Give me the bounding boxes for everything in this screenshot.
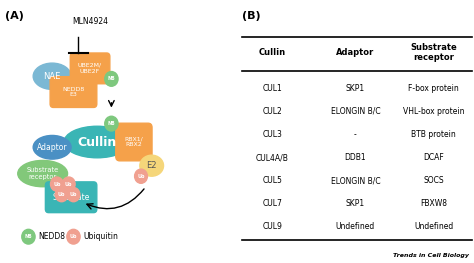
Text: CUL4A/B: CUL4A/B — [256, 153, 289, 162]
Text: CUL2: CUL2 — [263, 107, 283, 116]
Text: N8: N8 — [108, 121, 115, 126]
Text: (B): (B) — [242, 11, 260, 21]
Text: CUL1: CUL1 — [263, 84, 283, 93]
Circle shape — [135, 169, 147, 183]
Ellipse shape — [33, 63, 71, 89]
Text: -: - — [354, 130, 357, 139]
Text: Ub: Ub — [65, 181, 73, 187]
Text: Adaptor: Adaptor — [37, 143, 67, 152]
Text: CUL9: CUL9 — [263, 222, 283, 231]
Text: Substrate: Substrate — [53, 193, 90, 202]
Text: CUL7: CUL7 — [263, 199, 283, 208]
Text: VHL-box protein: VHL-box protein — [403, 107, 465, 116]
Text: ELONGIN B/C: ELONGIN B/C — [331, 107, 380, 116]
Text: N8: N8 — [25, 234, 32, 239]
Ellipse shape — [140, 155, 164, 176]
Ellipse shape — [18, 160, 67, 187]
FancyBboxPatch shape — [50, 77, 97, 107]
Text: E2: E2 — [146, 161, 157, 170]
Circle shape — [105, 72, 118, 86]
Text: SKP1: SKP1 — [346, 84, 365, 93]
Text: N8: N8 — [108, 76, 115, 82]
Text: Ub: Ub — [58, 192, 65, 197]
Text: FBXW8: FBXW8 — [420, 199, 447, 208]
Text: NEDD8
E3: NEDD8 E3 — [63, 87, 84, 98]
Text: CUL3: CUL3 — [263, 130, 283, 139]
Text: UBE2M/
UBE2F: UBE2M/ UBE2F — [78, 63, 102, 74]
Circle shape — [62, 177, 75, 191]
Text: Ubiquitin: Ubiquitin — [83, 232, 118, 241]
Text: Ub: Ub — [70, 234, 77, 239]
Circle shape — [67, 229, 80, 244]
Text: Substrate
receptor: Substrate receptor — [27, 167, 59, 180]
FancyBboxPatch shape — [46, 182, 97, 213]
Text: SKP1: SKP1 — [346, 199, 365, 208]
Text: MLN4924: MLN4924 — [72, 17, 108, 26]
Text: SOCS: SOCS — [423, 176, 444, 185]
Text: CUL5: CUL5 — [263, 176, 283, 185]
Ellipse shape — [64, 126, 130, 158]
Text: Cullin: Cullin — [259, 48, 286, 57]
Circle shape — [67, 188, 80, 202]
Text: F-box protein: F-box protein — [408, 84, 459, 93]
Text: ELONGIN B/C: ELONGIN B/C — [331, 176, 380, 185]
Circle shape — [55, 188, 68, 202]
Text: Substrate
receptor: Substrate receptor — [410, 43, 457, 62]
Text: NEDD8: NEDD8 — [38, 232, 65, 241]
Circle shape — [50, 177, 63, 191]
FancyBboxPatch shape — [116, 123, 152, 161]
Text: RBX1/
RBX2: RBX1/ RBX2 — [125, 136, 143, 148]
Text: Adaptor: Adaptor — [337, 48, 374, 57]
Text: Cullin: Cullin — [78, 135, 117, 149]
Text: Ub: Ub — [53, 181, 61, 187]
Text: Undefined: Undefined — [414, 222, 453, 231]
Text: Ub: Ub — [70, 192, 77, 197]
Text: NAE: NAE — [44, 72, 61, 81]
Text: (A): (A) — [5, 11, 24, 21]
Text: Ub: Ub — [137, 174, 145, 179]
Text: DDB1: DDB1 — [345, 153, 366, 162]
FancyBboxPatch shape — [70, 53, 110, 84]
Text: DCAF: DCAF — [423, 153, 444, 162]
Ellipse shape — [33, 135, 71, 159]
Text: Undefined: Undefined — [336, 222, 375, 231]
Circle shape — [22, 229, 35, 244]
Circle shape — [105, 116, 118, 131]
Text: BTB protein: BTB protein — [411, 130, 456, 139]
Text: Trends in Cell Biology: Trends in Cell Biology — [393, 253, 469, 258]
